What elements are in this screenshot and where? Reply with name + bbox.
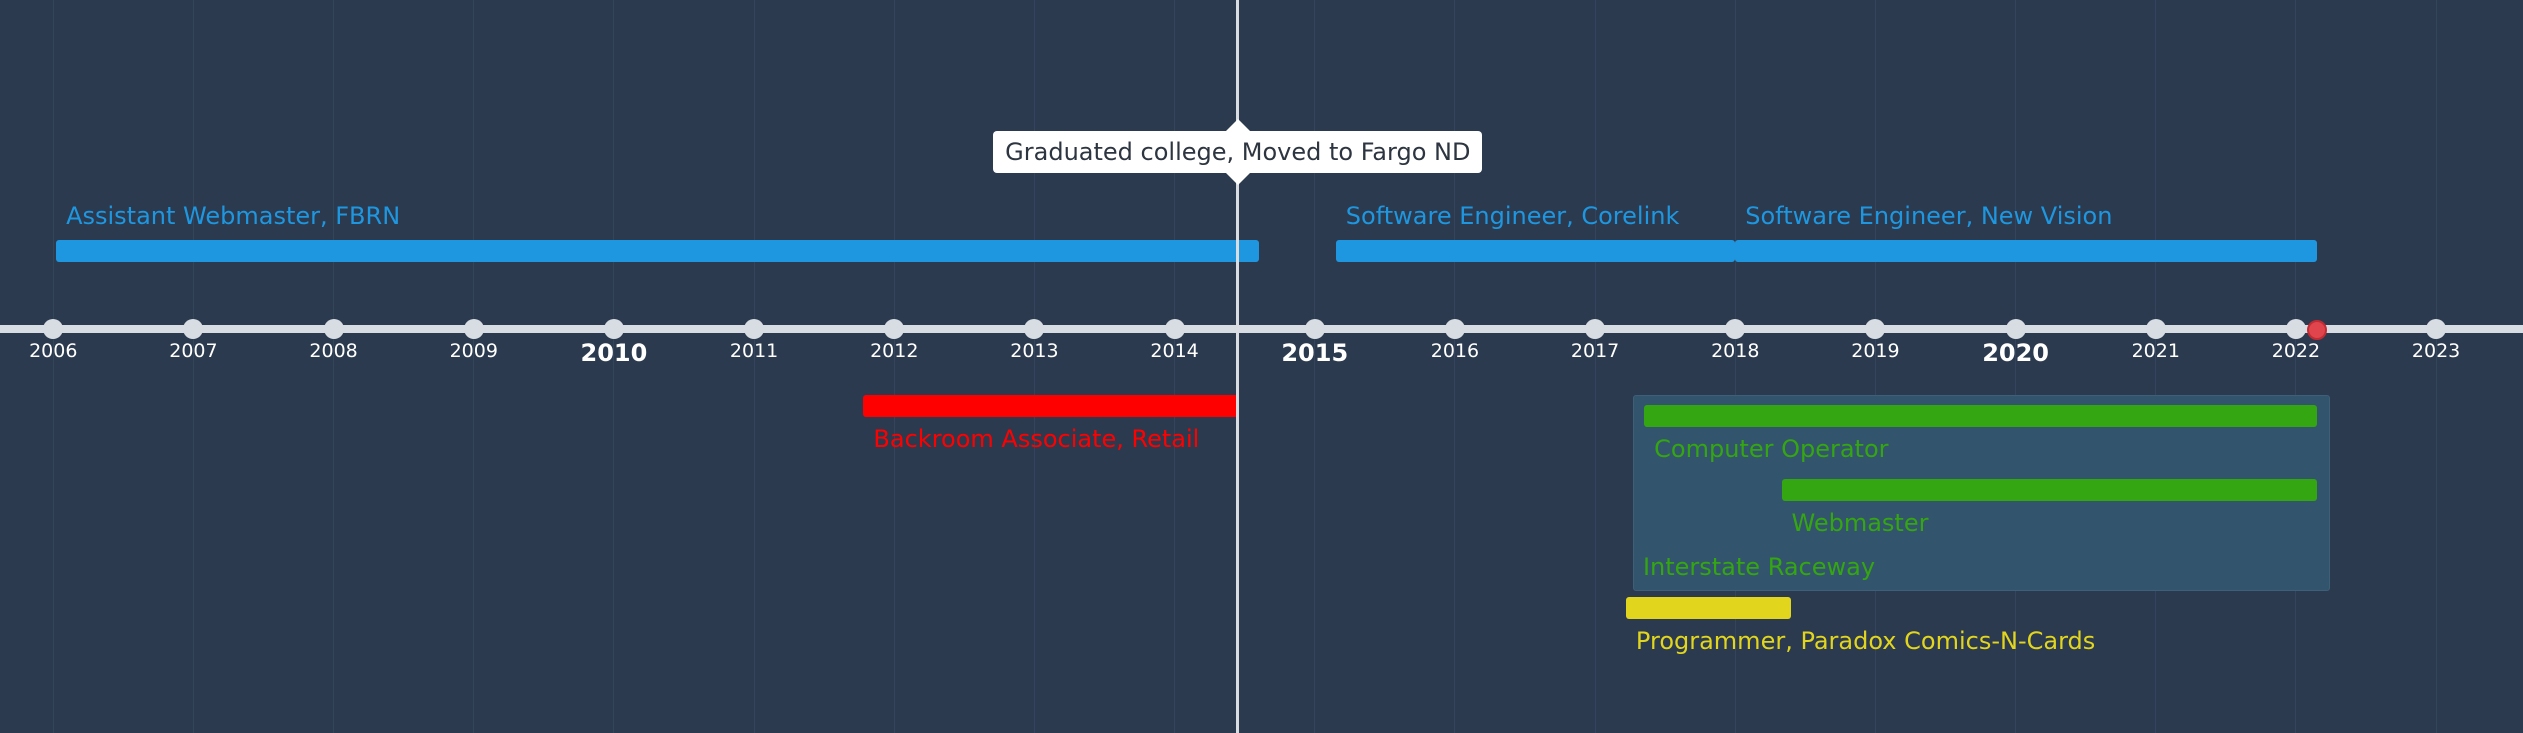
tick-dot	[884, 319, 905, 339]
event-label[interactable]: Software Engineer, Corelink	[1345, 202, 1680, 230]
tick-dot	[1444, 319, 1465, 339]
event-label[interactable]: Programmer, Paradox Comics-N-Cards	[1635, 627, 2096, 655]
tick-dot	[603, 319, 624, 339]
tick-dot	[1585, 319, 1606, 339]
tick-dot	[1024, 319, 1045, 339]
group-label: Interstate Raceway	[1642, 553, 1876, 581]
tick-dot	[1725, 319, 1746, 339]
gridline	[192, 0, 194, 733]
tick-dot	[744, 319, 765, 339]
tick-label-2009: 2009	[449, 340, 498, 362]
event-bar[interactable]	[56, 240, 1259, 262]
tick-dot	[43, 319, 64, 339]
tick-label-2007: 2007	[169, 340, 218, 362]
tick-label-2021: 2021	[2131, 340, 2180, 362]
tick-dot	[2005, 319, 2026, 339]
event-bar[interactable]	[1625, 597, 1792, 619]
event-label[interactable]: Software Engineer, New Vision	[1745, 202, 2113, 230]
tick-label-2013: 2013	[1010, 340, 1059, 362]
tick-label-2010: 2010	[580, 339, 648, 367]
tick-dot	[1304, 319, 1325, 339]
tick-label-2018: 2018	[1711, 340, 1760, 362]
tick-label-2022: 2022	[2271, 340, 2321, 362]
gridline	[893, 0, 895, 733]
gridline	[753, 0, 755, 733]
gridline	[52, 0, 54, 733]
marker-callout[interactable]: Graduated college, Moved to Fargo ND	[993, 119, 1483, 185]
now-indicator	[2306, 320, 2327, 340]
tick-label-2016: 2016	[1430, 340, 1480, 362]
tick-dot	[183, 319, 204, 339]
tick-label-2008: 2008	[309, 340, 358, 362]
event-label[interactable]: Assistant Webmaster, FBRN	[66, 202, 401, 230]
event-bar[interactable]	[1644, 405, 2317, 427]
gridline	[1033, 0, 1035, 733]
tick-dot	[2145, 319, 2166, 339]
event-bar[interactable]	[1335, 240, 1736, 262]
tick-dot	[463, 319, 484, 339]
gridline	[473, 0, 475, 733]
event-bar[interactable]	[1735, 240, 2317, 262]
event-label[interactable]: Computer Operator	[1654, 435, 1889, 463]
tick-dot	[1865, 319, 1886, 339]
tick-label-2015: 2015	[1281, 339, 1349, 367]
gridline	[1314, 0, 1316, 733]
gridline	[2295, 0, 2297, 733]
gridline	[613, 0, 615, 733]
tick-label-2023: 2023	[2411, 340, 2461, 362]
tick-label-2006: 2006	[29, 340, 78, 362]
gridline	[1734, 0, 1736, 733]
gridline	[1594, 0, 1596, 733]
tick-label-2019: 2019	[1851, 340, 1900, 362]
event-label[interactable]: Webmaster	[1791, 509, 1929, 537]
tick-label-2020: 2020	[1982, 339, 2049, 367]
tick-dot	[2285, 319, 2306, 339]
gridline	[2155, 0, 2157, 733]
tick-dot	[323, 319, 344, 339]
tick-dot	[1164, 319, 1185, 339]
axis-line	[0, 325, 2523, 333]
event-bar[interactable]	[1781, 479, 2317, 501]
gridline	[1874, 0, 1876, 733]
gridline	[1174, 0, 1176, 733]
tick-label-2012: 2012	[870, 340, 919, 362]
event-bar[interactable]	[863, 395, 1238, 417]
marker-line	[1236, 0, 1240, 733]
tick-label-2014: 2014	[1150, 340, 1199, 362]
gridline	[2435, 0, 2437, 733]
gridline	[2015, 0, 2017, 733]
event-label[interactable]: Backroom Associate, Retail	[873, 425, 1200, 453]
tick-dot	[2426, 319, 2447, 339]
gridline	[1454, 0, 1456, 733]
tick-label-2017: 2017	[1570, 340, 1620, 362]
gridline	[333, 0, 335, 733]
tick-label-2011: 2011	[729, 340, 779, 362]
